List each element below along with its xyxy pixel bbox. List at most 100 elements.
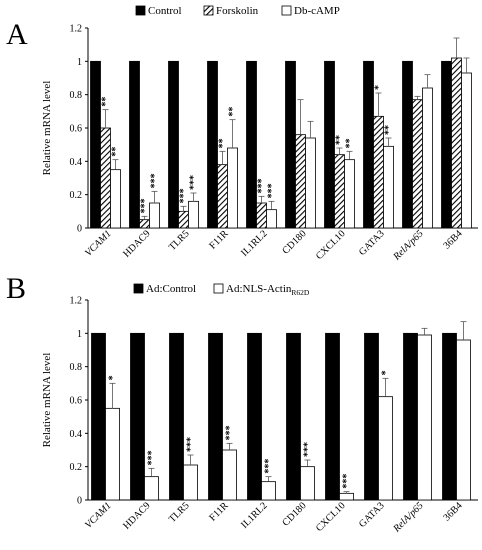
legend-label: Ad:Control (146, 283, 196, 295)
x-tick-label: HDAC9 (121, 500, 152, 531)
bar-ad-control-f11r (208, 332, 223, 501)
significance-marker: *** (264, 459, 275, 474)
y-tick-label: 1 (77, 329, 82, 340)
legend-swatch (213, 283, 224, 294)
bar-forskolin-il1rl2 (256, 202, 267, 229)
significance-marker: ** (101, 97, 112, 107)
bar-control-cxcl10 (324, 60, 335, 229)
x-tick-label: F11R (207, 500, 230, 523)
legend-label-text: Ad:NLS-Actin (226, 283, 292, 295)
legend-label-text: Db-cAMP (294, 5, 340, 17)
bar-control-hdac9 (129, 60, 140, 229)
bar-forskolin-cxcl10 (334, 154, 345, 229)
bar-ad-nls-actin-cxcl10 (339, 492, 354, 501)
legend-label: Db-cAMP (294, 5, 340, 17)
bar-forskolin-rela-p65 (412, 99, 423, 229)
significance-marker: ** (384, 125, 395, 135)
x-tick-label: CXCL10 (314, 500, 348, 534)
significance-marker: *** (140, 198, 151, 213)
bar-db-camp-f11r (227, 147, 238, 229)
legend-swatch (281, 5, 292, 16)
bar-ad-nls-actin-cd180 (300, 466, 315, 501)
bar-ad-nls-actin-gata3 (378, 396, 393, 501)
legend-label: Forskolin (216, 5, 259, 17)
significance-marker: ** (335, 135, 346, 145)
y-tick-label: 0.6 (70, 396, 83, 407)
bar-control-gata3 (363, 60, 374, 229)
y-tick-label: 0.6 (70, 124, 83, 135)
y-tick-label: 0 (77, 224, 82, 235)
bar-db-camp-36b4 (461, 72, 472, 229)
bar-db-camp-gata3 (383, 145, 394, 229)
bar-forskolin-hdac9 (139, 219, 150, 229)
bar-control-vcam1 (90, 60, 101, 229)
x-tick-label: IL1RL2 (239, 228, 270, 259)
legend-label: Ad:NLS-ActinR62D (226, 283, 310, 297)
x-tick-label: 36B4 (442, 228, 465, 251)
x-tick-label: GATA3 (357, 228, 387, 258)
bar-ad-control-gata3 (364, 332, 379, 501)
significance-marker: *** (303, 442, 314, 457)
x-tick-label: TLR5 (167, 228, 192, 253)
panel-label: B (6, 272, 26, 305)
bar-ad-nls-actin-rela-p65 (417, 334, 432, 501)
bar-control-36b4 (441, 60, 452, 229)
significance-marker: *** (186, 437, 197, 452)
legend-swatch (133, 283, 144, 294)
y-tick-label: 1 (77, 57, 82, 68)
x-tick-label: RelA/p65 (391, 500, 426, 535)
bar-ad-control-cxcl10 (325, 332, 340, 501)
y-tick-label: 0.8 (70, 90, 83, 101)
bar-ad-nls-actin-hdac9 (144, 476, 159, 501)
x-tick-label: CXCL10 (314, 228, 348, 262)
bar-db-camp-cd180 (305, 137, 316, 229)
bar-db-camp-tlr5 (188, 200, 199, 229)
y-tick-label: 1.2 (70, 296, 83, 307)
bar-ad-control-il1rl2 (247, 332, 262, 501)
significance-marker: ** (345, 138, 356, 148)
y-axis-label: Relative mRNA level (41, 81, 53, 176)
significance-marker: * (374, 85, 385, 90)
significance-marker: ** (228, 107, 239, 117)
significance-marker: *** (225, 425, 236, 440)
y-tick-label: 0.4 (70, 157, 83, 168)
y-tick-label: 0 (77, 496, 82, 507)
significance-marker: * (108, 375, 119, 380)
legend-label-text: Control (148, 5, 182, 17)
y-tick-label: 1.2 (70, 24, 83, 35)
legend-label-subscript: R62D (291, 288, 310, 297)
bar-db-camp-vcam1 (110, 169, 121, 229)
bar-db-camp-hdac9 (149, 202, 160, 229)
panel-b: B Relative mRNA level 0 0.2 0.4 0.6 0.8 1 1.2 * VC… (6, 272, 478, 535)
bar-forskolin-tlr5 (178, 210, 189, 229)
bar-ad-control-36b4 (442, 332, 457, 501)
bar-forskolin-vcam1 (100, 127, 111, 229)
bar-control-il1rl2 (246, 60, 257, 229)
bar-ad-nls-actin-vcam1 (105, 407, 120, 501)
x-tick-label: HDAC9 (121, 228, 152, 259)
bar-db-camp-cxcl10 (344, 159, 355, 229)
bar-ad-control-tlr5 (169, 332, 184, 501)
significance-marker: ** (111, 147, 122, 157)
bar-ad-control-hdac9 (130, 332, 145, 501)
significance-marker: * (381, 370, 392, 375)
x-tick-label: VCAM1 (83, 500, 114, 531)
bar-forskolin-36b4 (451, 57, 462, 229)
bar-ad-nls-actin-il1rl2 (261, 481, 276, 501)
x-tick-label: GATA3 (357, 500, 387, 530)
x-tick-label: TLR5 (167, 500, 192, 525)
bar-ad-control-cd180 (286, 332, 301, 501)
x-tick-label: F11R (207, 228, 230, 251)
y-tick-label: 0.2 (70, 190, 83, 201)
legend-swatch (203, 5, 214, 16)
bar-ad-nls-actin-f11r (222, 449, 237, 501)
legend-label: Control (148, 5, 182, 17)
bar-db-camp-rela-p65 (422, 87, 433, 229)
bar-control-rela-p65 (402, 60, 413, 229)
significance-marker: *** (267, 183, 278, 198)
bar-control-tlr5 (168, 60, 179, 229)
x-tick-label: CD180 (280, 500, 308, 528)
y-tick-label: 0.8 (70, 362, 83, 373)
bar-db-camp-il1rl2 (266, 209, 277, 229)
